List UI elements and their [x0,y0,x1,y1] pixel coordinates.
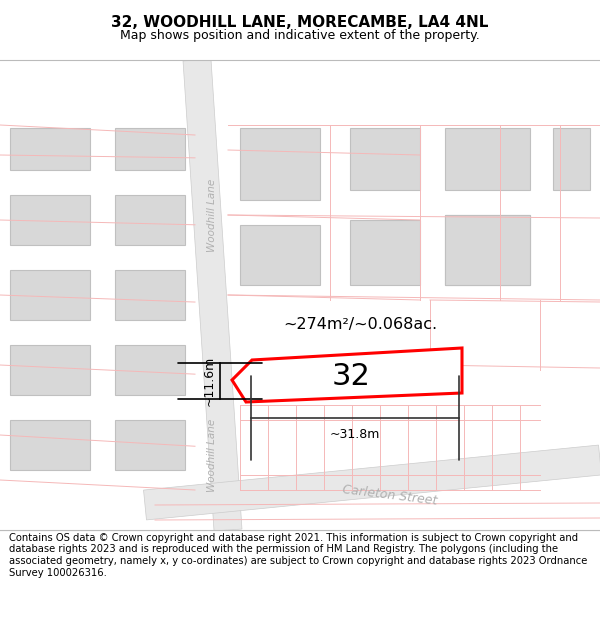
Polygon shape [115,195,185,245]
Polygon shape [10,128,90,170]
Polygon shape [115,420,185,470]
Text: Woodhill Lane: Woodhill Lane [207,418,217,492]
Polygon shape [232,348,462,402]
Text: 32, WOODHILL LANE, MORECAMBE, LA4 4NL: 32, WOODHILL LANE, MORECAMBE, LA4 4NL [112,15,488,30]
Polygon shape [10,270,90,320]
Polygon shape [10,345,90,395]
Polygon shape [350,220,420,285]
Polygon shape [115,345,185,395]
Polygon shape [143,445,600,520]
Polygon shape [350,128,420,190]
Polygon shape [240,128,320,200]
Text: 32: 32 [331,362,370,391]
Text: Map shows position and indicative extent of the property.: Map shows position and indicative extent… [120,29,480,42]
Polygon shape [10,195,90,245]
Polygon shape [183,59,242,531]
Text: Carleton Street: Carleton Street [342,482,438,508]
Text: Contains OS data © Crown copyright and database right 2021. This information is : Contains OS data © Crown copyright and d… [9,533,587,578]
Polygon shape [115,270,185,320]
Polygon shape [115,128,185,170]
Polygon shape [445,215,530,285]
Polygon shape [553,128,590,190]
Text: ~11.6m: ~11.6m [203,356,216,406]
Polygon shape [10,420,90,470]
Text: ~31.8m: ~31.8m [330,428,380,441]
Polygon shape [240,225,320,285]
Text: ~274m²/~0.068ac.: ~274m²/~0.068ac. [283,318,437,332]
Polygon shape [445,215,530,285]
Text: Woodhill Lane: Woodhill Lane [207,178,217,252]
Polygon shape [445,128,530,190]
